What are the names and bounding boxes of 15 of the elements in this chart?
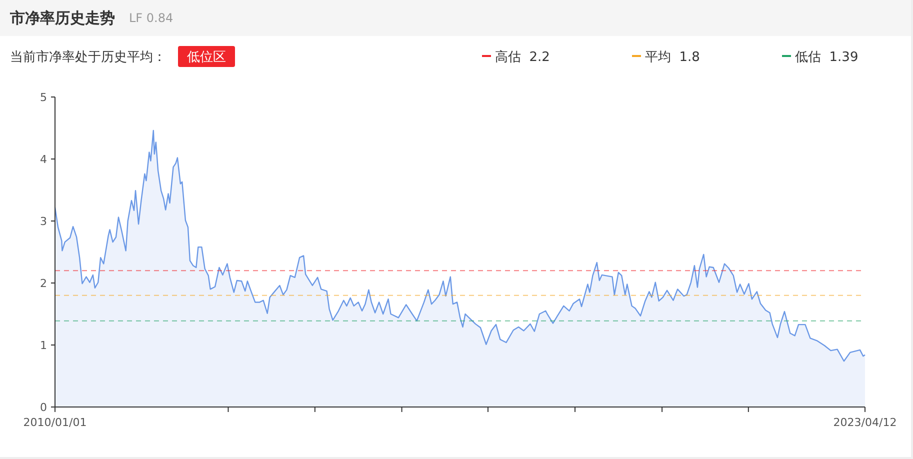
legend-label: 高估 2.2	[495, 49, 550, 65]
x-tick-label: 2010/01/01	[23, 416, 87, 429]
legend-label: 低估 1.39	[795, 50, 858, 65]
y-tick-label: 2	[40, 277, 47, 290]
legend-label: 平均 1.8	[645, 50, 700, 65]
y-tick-label: 4	[40, 153, 47, 166]
y-tick-label: 0	[40, 401, 47, 414]
text: 当前市净率处于历史平均：	[10, 49, 166, 65]
badge: 低位区	[178, 46, 235, 67]
chart-subtitle: LF 0.84	[129, 11, 174, 25]
y-tick-label: 1	[40, 339, 47, 352]
chart-title: 市净率历史走势	[9, 9, 115, 27]
x-tick-label: 2023/04/12	[833, 416, 897, 429]
y-tick-label: 3	[40, 215, 47, 228]
y-tick-label: 5	[40, 91, 47, 104]
